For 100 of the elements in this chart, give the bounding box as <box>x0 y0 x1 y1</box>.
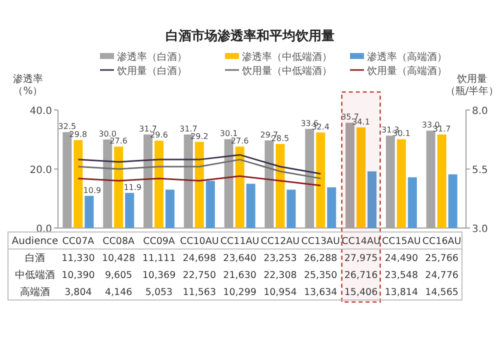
legend-label: 渗透率（高端酒） <box>367 51 447 63</box>
category-label: 白酒 <box>25 253 45 264</box>
data-label: 32.5 <box>58 122 76 132</box>
legend-label: 渗透率（中低端酒） <box>242 51 332 63</box>
text: 24,698 <box>182 253 216 264</box>
bar <box>144 134 152 228</box>
x-tick-label: CC11AU <box>220 236 260 247</box>
text: 26,716 <box>344 270 378 281</box>
text: 15,406 <box>344 287 378 298</box>
bar <box>286 190 296 228</box>
text: 23,640 <box>223 253 256 264</box>
data-label: 27.6 <box>230 136 249 146</box>
bar <box>386 136 395 228</box>
x-tick-label: CC08A <box>102 236 136 247</box>
text: 14,565 <box>425 287 458 298</box>
x-tick-label: CC07A <box>62 236 95 247</box>
bar <box>125 192 134 228</box>
text: 26,288 <box>304 253 338 264</box>
text: 23,253 <box>264 253 297 264</box>
x-tick-label: CC16AU <box>422 236 462 247</box>
text: 13,814 <box>384 287 418 298</box>
text: 10,369 <box>142 270 176 281</box>
x-tick-label: CC12AU <box>260 236 300 247</box>
y2-tick-label: 8.0 <box>472 106 488 117</box>
x-tick-label: CC15AU <box>382 236 421 247</box>
text: 25,766 <box>425 253 458 264</box>
chart-title: 白酒市场渗透率和平均饮用量 <box>166 28 334 44</box>
bar <box>194 142 204 228</box>
data-label: 10.9 <box>83 186 102 195</box>
bar <box>346 122 354 228</box>
text: 10,390 <box>62 270 95 281</box>
data-label: 29.8 <box>69 130 88 140</box>
bar <box>305 128 314 228</box>
bar <box>316 132 326 228</box>
x-tick-label: CC09A <box>143 236 176 247</box>
text: 11,563 <box>182 287 216 298</box>
data-label: 31.7 <box>179 124 198 134</box>
bar <box>437 134 446 228</box>
y-axis-title: 渗透率（%） <box>13 73 43 97</box>
bar <box>368 171 376 228</box>
data-label: 11.9 <box>124 182 142 192</box>
bar <box>184 134 193 228</box>
bar <box>327 187 336 228</box>
text: 9,605 <box>105 270 132 281</box>
x-tick-label: CC13AU <box>301 236 340 247</box>
line-series <box>77 154 322 174</box>
legend-label: 饮用量（高端酒） <box>366 65 447 77</box>
line-series <box>77 158 322 180</box>
bar <box>448 174 458 228</box>
bar <box>166 190 174 228</box>
text: 4,146 <box>105 287 132 298</box>
bar <box>74 140 83 228</box>
data-label: 30.1 <box>220 129 238 138</box>
bar <box>224 139 234 228</box>
bar <box>206 180 215 228</box>
legend-label: 渗透率（白酒） <box>117 51 187 63</box>
bar <box>264 140 274 228</box>
legend-label: 饮用量（白酒） <box>116 65 187 77</box>
text: Audience <box>12 236 58 247</box>
text: 11,111 <box>142 253 176 264</box>
text: 22,750 <box>182 270 216 281</box>
bar <box>356 127 366 228</box>
bar <box>154 140 164 228</box>
text: 10,954 <box>264 287 297 298</box>
data-label: 29.6 <box>150 130 168 140</box>
category-label: 中低端酒 <box>15 270 55 281</box>
bar <box>246 184 256 228</box>
y2-tick-label: 5.5 <box>472 165 488 176</box>
bar <box>114 146 124 228</box>
y-tick-label: 20.0 <box>30 165 52 176</box>
text: 25,350 <box>304 270 338 281</box>
text: 3,804 <box>64 287 92 298</box>
data-label: 34.1 <box>352 117 370 126</box>
text: 23,548 <box>384 270 418 281</box>
y2-axis-title: 饮用量（瓶/半年） <box>445 74 499 97</box>
bar <box>408 177 417 228</box>
x-tick-label: CC10AU <box>180 236 219 247</box>
text: 10,299 <box>223 287 256 298</box>
data-label: 29.2 <box>190 132 208 141</box>
bar <box>84 196 94 228</box>
bar <box>276 144 285 228</box>
data-label: 27.6 <box>110 136 128 146</box>
category-label: 高端酒 <box>20 287 50 298</box>
text: 5,053 <box>145 287 173 298</box>
y-tick-label: 40.0 <box>30 106 52 117</box>
text: 24,776 <box>425 270 458 281</box>
text: 21,630 <box>223 270 256 281</box>
y2-tick-label: 3.0 <box>472 224 488 235</box>
x-tick-label: CC14AU <box>342 236 380 247</box>
bar <box>426 130 436 228</box>
text: 22,308 <box>264 270 297 281</box>
bar <box>235 146 244 228</box>
text: 13,634 <box>304 287 338 298</box>
legend-label: 饮用量（中低端酒） <box>241 65 332 77</box>
bar <box>396 139 406 228</box>
text: 11,330 <box>62 253 95 264</box>
text: 27,975 <box>344 253 378 264</box>
text: 24,490 <box>384 253 418 264</box>
data-label: 30.0 <box>98 130 117 138</box>
text: 10,428 <box>102 253 136 264</box>
